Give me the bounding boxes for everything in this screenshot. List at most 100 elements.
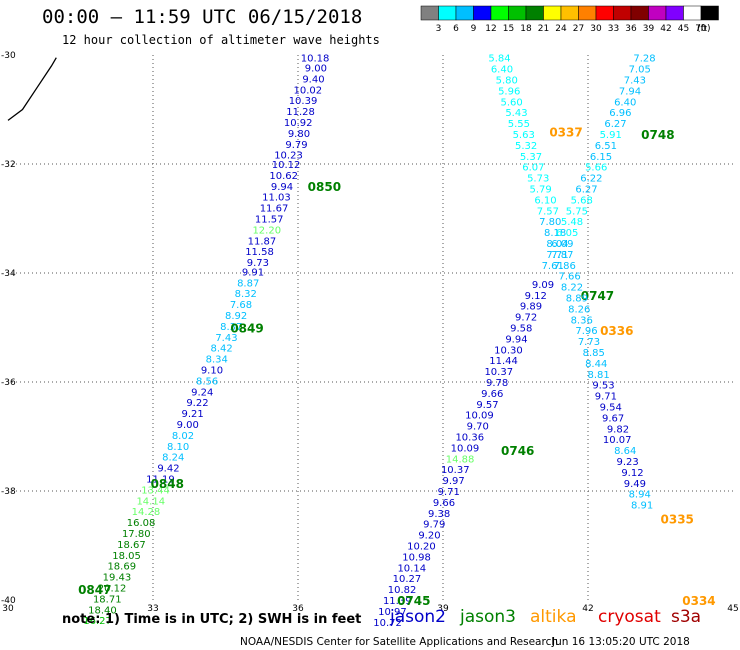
wave-height-value: 9.12: [525, 291, 547, 302]
wave-height-value: 8.56: [196, 376, 218, 387]
wave-height-value: 9.57: [476, 400, 498, 411]
wave-height-value: 7.43: [624, 76, 646, 87]
wave-height-value: 8.18: [544, 228, 566, 239]
colorbar-swatch: [490, 5, 509, 21]
footer-timestamp: Jun 16 13:05:20 UTC 2018: [552, 636, 690, 648]
wave-height-value: 18.40: [88, 605, 117, 616]
satellite-legend-cryosat: cryosat: [598, 607, 661, 627]
wave-height-value: 18.71: [93, 594, 122, 605]
wave-height-value: 5.63: [513, 130, 535, 141]
wave-height-value: 9.53: [592, 381, 614, 392]
wave-height-value: 6.07: [522, 163, 544, 174]
satellite-legend-s3a: s3a: [671, 607, 702, 627]
wave-height-value: 10.36: [455, 433, 484, 444]
wave-height-value: 10.18: [301, 54, 330, 65]
wave-height-value: 8.81: [587, 370, 609, 381]
page-title: 00:00 – 11:59 UTC 06/15/2018: [42, 6, 363, 28]
wave-height-value: 6.05: [556, 228, 578, 239]
colorbar-swatch: [665, 5, 684, 21]
wave-height-value: 14.88: [446, 454, 475, 465]
wave-height-value: 16.27: [83, 616, 112, 627]
wave-height-value: 5.66: [585, 163, 607, 174]
colorbar-label: 36: [625, 24, 637, 34]
x-tick-label: 33: [147, 604, 158, 614]
wave-height-value: 10.09: [465, 411, 494, 422]
wave-height-value: 10.09: [451, 443, 480, 454]
wave-height-value: 6.09: [551, 239, 573, 250]
wave-height-value: 11.58: [245, 247, 274, 258]
colorbar-label: 3: [436, 24, 442, 34]
wave-height-value: 14.28: [132, 507, 161, 518]
wave-height-value: 5.75: [566, 206, 588, 217]
colorbar-swatch: [648, 5, 667, 21]
wave-height-value: 16.08: [127, 518, 156, 529]
wave-height-value: 5.84: [488, 54, 510, 65]
coastline: [7, 57, 57, 121]
wave-height-value: 10.30: [494, 345, 523, 356]
wave-height-value: 11.28: [286, 107, 315, 118]
satellite-legend-jason3: jason3: [460, 607, 516, 627]
wave-height-value: 10.82: [388, 585, 417, 596]
colorbar-label: 9: [471, 24, 477, 34]
wave-height-value: 12.20: [252, 225, 281, 236]
wave-height-value: 11.57: [255, 215, 284, 226]
wave-height-value: 7.71: [546, 250, 568, 261]
wave-height-value: 5.96: [498, 86, 520, 97]
wave-height-value: 10.98: [402, 552, 431, 563]
y-tick-label: -32: [1, 160, 16, 170]
pass-time-label: 0745: [397, 594, 430, 608]
pass-time-label: 0337: [549, 125, 582, 139]
wave-height-value: 10.62: [269, 171, 298, 182]
wave-height-value: 9.78: [486, 378, 508, 389]
colorbar-swatch: [578, 5, 597, 21]
wave-height-value: 9.71: [595, 392, 617, 403]
colorbar-label: 45: [678, 24, 689, 34]
pass-time-label: 0334: [682, 594, 715, 608]
wave-height-value: 10.72: [373, 618, 402, 629]
wave-height-value: 7.68: [230, 300, 252, 311]
colorbar-label: 21: [538, 24, 549, 34]
wave-height-value: 7.28: [633, 54, 655, 65]
wave-height-value: 8.94: [629, 490, 651, 501]
wave-height-value: 9.24: [191, 387, 213, 398]
colorbar-swatch: [473, 5, 492, 21]
colorbar-label: 42: [660, 24, 671, 34]
wave-height-value: 17.80: [122, 529, 151, 540]
wave-height-value: 8.87: [237, 278, 259, 289]
wave-height-value: 9.54: [600, 403, 622, 414]
wave-height-value: 8.92: [225, 311, 247, 322]
wave-height-value: 7.61: [542, 261, 564, 272]
wave-height-value: 8.34: [206, 355, 228, 366]
wave-height-value: 9.70: [467, 422, 489, 433]
wave-height-value: 5.32: [515, 141, 537, 152]
wave-height-value: 8.64: [614, 446, 636, 457]
colorbar-legend: 3 6 9 12 15 18 21 24 27 30 33 36 39 42 45 70(ft): [420, 5, 719, 34]
wave-height-value: 5.68: [571, 195, 593, 206]
wave-height-value: 6.51: [595, 141, 617, 152]
wave-height-value: 10.27: [393, 574, 422, 585]
wave-height-value: 8.36: [571, 315, 593, 326]
wave-height-value: 9.91: [242, 267, 264, 278]
wave-height-value: 11.39: [383, 596, 412, 607]
wave-height-value: 10.37: [484, 367, 513, 378]
wave-height-value: 9.82: [607, 424, 629, 435]
y-tick-label: -36: [1, 378, 16, 388]
wave-height-value: 9.49: [624, 479, 646, 490]
wave-height-value: 10.92: [284, 118, 313, 129]
wave-height-value: 9.66: [481, 389, 503, 400]
wave-height-value: 6.40: [614, 97, 636, 108]
wave-height-value: 9.42: [157, 464, 179, 475]
wave-height-value: 6.15: [590, 152, 612, 163]
wave-height-value: 13.44: [141, 485, 170, 496]
wave-height-value: 9.79: [423, 520, 445, 531]
wave-height-value: 9.10: [201, 365, 223, 376]
wave-height-value: 20.12: [98, 583, 127, 594]
wave-height-value: 5.91: [600, 130, 622, 141]
colorbar-swatch: [455, 5, 474, 21]
wave-height-value: 10.37: [441, 465, 470, 476]
pass-time-label: 0335: [661, 512, 694, 526]
wave-height-value: 8.26: [568, 304, 590, 315]
wave-height-value: 9.73: [247, 258, 269, 269]
wave-height-value: 11.87: [248, 236, 277, 247]
pass-time-label: 0748: [641, 128, 674, 142]
